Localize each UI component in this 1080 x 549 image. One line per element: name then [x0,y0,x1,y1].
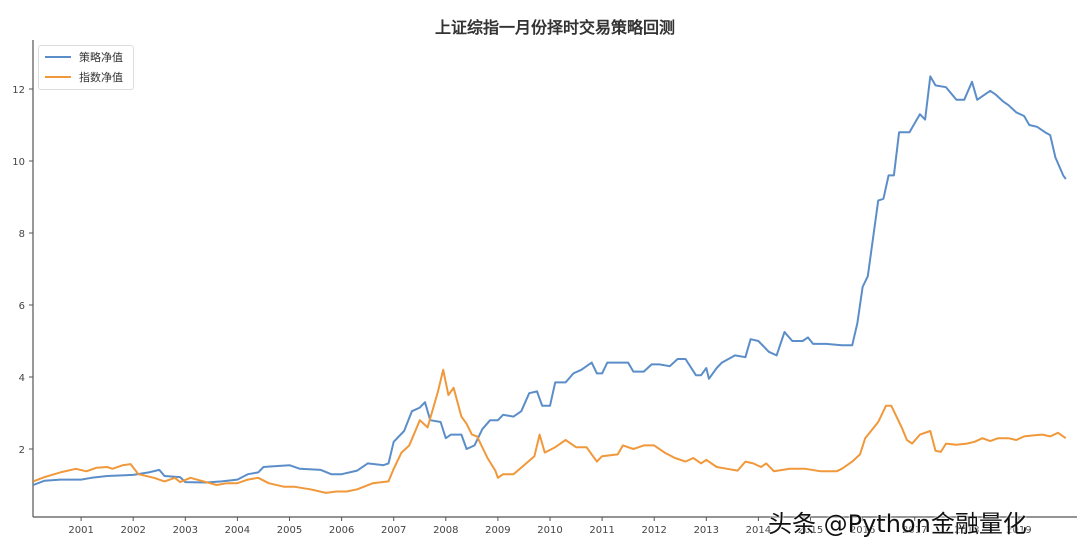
x-tick-label: 2003 [173,525,198,536]
y-tick-label: 4 [19,373,25,384]
x-tick-label: 2008 [433,525,458,536]
legend-item-index: 指数净值 [45,68,133,86]
x-tick-label: 2007 [381,525,406,536]
x-tick-label: 2011 [589,525,614,536]
x-tick-label: 2010 [537,525,562,536]
legend-label: 指数净值 [79,71,123,84]
legend-swatch-blue [45,56,71,58]
y-tick-label: 6 [19,301,25,312]
x-tick-label: 2014 [746,525,771,536]
x-tick-label: 2001 [68,525,93,536]
x-tick-label: 2015 [798,525,823,536]
legend: 策略净值 指数净值 [38,45,134,90]
x-tick-label: 2006 [329,525,354,536]
y-tick-label: 12 [12,85,25,96]
x-tick-label: 2005 [277,525,302,536]
x-tick-label: 2004 [225,525,250,536]
plot-lines [32,75,1067,494]
x-tick-label: 2016 [850,525,875,536]
legend-label: 策略净值 [79,51,123,64]
axes: 2 4 6 8 10 12 2001 2002 2003 2004 2005 2006 2007 2008… [12,40,1077,536]
x-tick-label: 2012 [641,525,666,536]
y-tick-label: 2 [19,445,25,456]
y-tick-label: 8 [19,229,25,240]
watermark-text: 头条 @Python金融量化 [768,510,1027,538]
x-tick-label: 2018 [954,525,979,536]
x-tick-label: 2019 [1006,525,1031,536]
strategy-line [32,75,1067,486]
x-tick-label: 2013 [694,525,719,536]
x-tick-label: 2017 [902,525,927,536]
chart-title: 上证综指一月份择时交易策略回测 [434,18,675,37]
y-tick-label: 10 [12,157,25,168]
legend-item-strategy: 策略净值 [45,48,133,66]
legend-swatch-orange [45,76,71,78]
x-tick-label: 2002 [120,525,145,536]
x-tick-label: 2009 [485,525,510,536]
index-line [32,368,1067,494]
